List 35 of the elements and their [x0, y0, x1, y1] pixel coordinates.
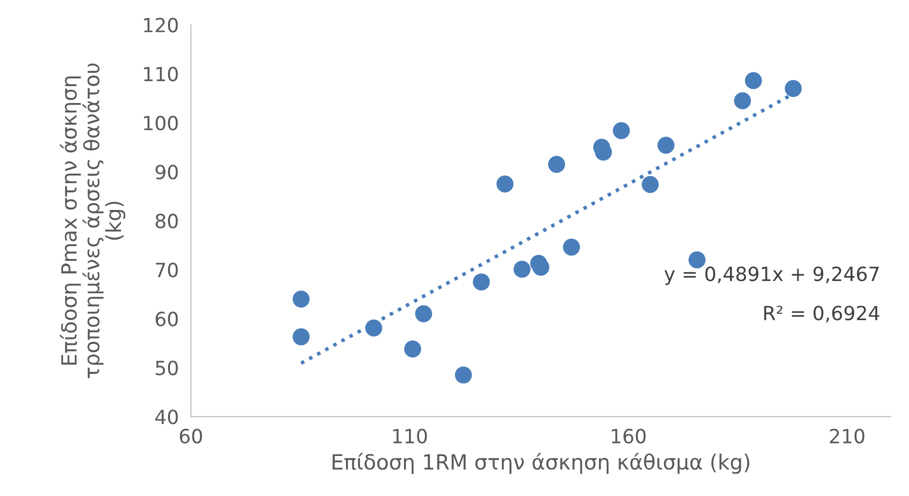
- y-tick-label: 100: [144, 116, 178, 130]
- point: [688, 251, 706, 268]
- point: [472, 273, 490, 290]
- point: [415, 305, 432, 322]
- point: [292, 290, 310, 308]
- y-tick-label: 110: [144, 66, 178, 82]
- annotation: R² = 0,6924: [764, 306, 880, 322]
- point: [744, 72, 762, 90]
- point: [454, 366, 472, 384]
- point: [562, 238, 580, 256]
- point: [657, 136, 674, 154]
- point: [734, 92, 752, 110]
- y-tick-label: 70: [156, 262, 178, 278]
- x-tick-label: 160: [612, 428, 646, 444]
- point: [514, 260, 531, 278]
- point: [612, 122, 630, 140]
- point: [365, 319, 382, 336]
- y-axis-title: Επίδοση Pmax στην άσκηση τροποιημένες άρσεις θανάτου (kg): [60, 64, 126, 378]
- point: [292, 328, 310, 346]
- x-axis-title: Επίδοση 1RM στην άσκηση κάθισμα (kg): [332, 452, 750, 474]
- y-tick-label: 50: [156, 360, 178, 376]
- point: [548, 156, 566, 173]
- point: [784, 80, 802, 97]
- point: [496, 175, 514, 192]
- point: [404, 340, 422, 358]
- x-tick-label: 110: [393, 428, 427, 444]
- x-tick-label: 210: [830, 428, 864, 444]
- y-tick-label: 40: [155, 410, 178, 424]
- y-tick-label: 120: [144, 18, 178, 32]
- point: [642, 176, 659, 193]
- x-tick-label: 60: [180, 428, 202, 444]
- y-tick-label: 60: [156, 312, 178, 326]
- y-tick-label: 80: [156, 214, 178, 228]
- y-tick-label: 90: [156, 164, 178, 180]
- annotation: y = 0,4891x + 9,2467: [664, 266, 879, 285]
